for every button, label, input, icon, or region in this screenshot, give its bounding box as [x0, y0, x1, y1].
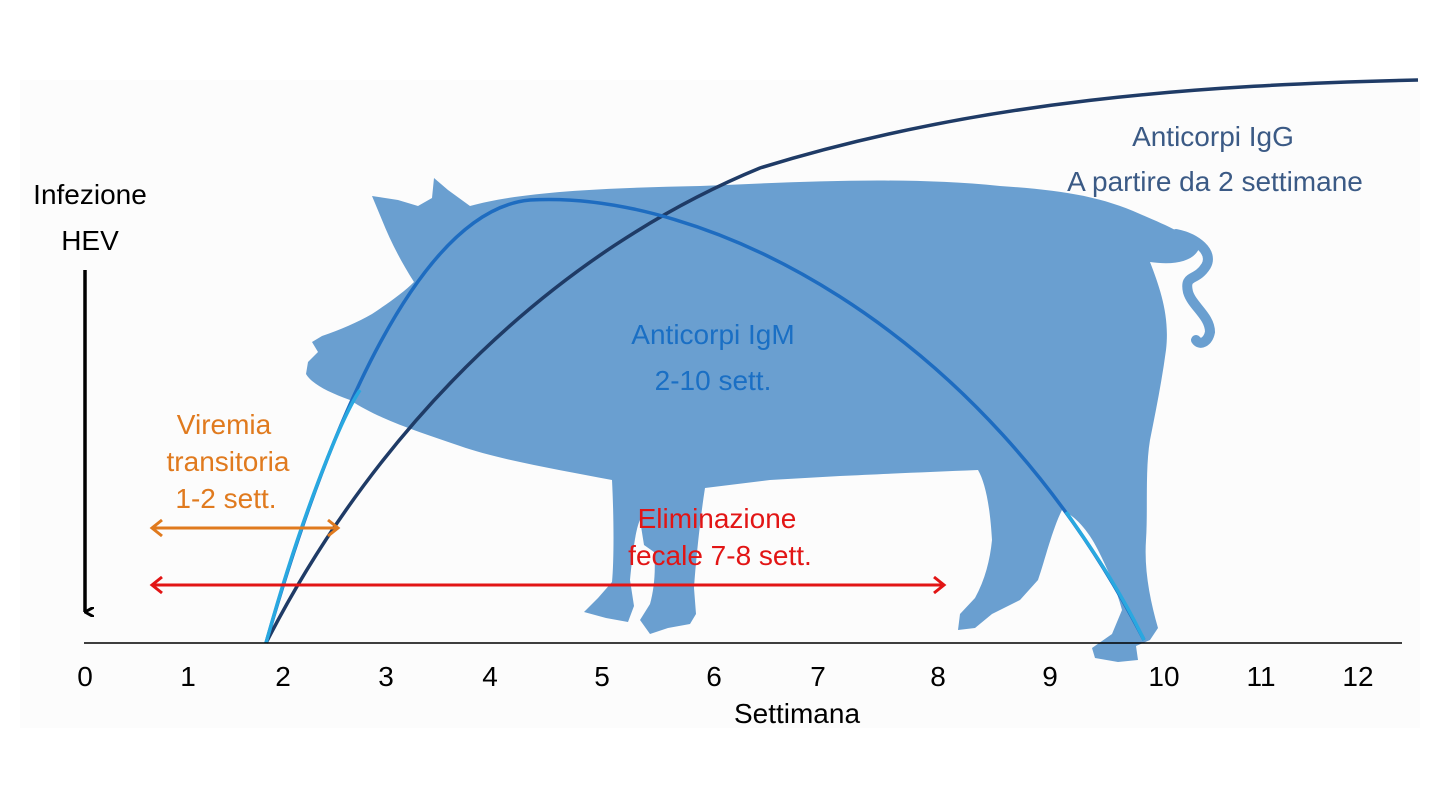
x-axis-label: Settimana [734, 698, 860, 729]
igg-label-line2: A partire da 2 settimane [1067, 166, 1363, 197]
tick-label: 9 [1042, 661, 1058, 692]
viremia-label-line3: 1-2 sett. [175, 483, 276, 514]
tick-label: 11 [1246, 661, 1275, 692]
tick-label: 5 [594, 661, 610, 692]
tick-label: 7 [810, 661, 826, 692]
viremia-label-line1: Viremia [177, 409, 272, 440]
x-axis-ticks: 0 1 2 3 4 5 6 7 8 9 10 11 12 [77, 661, 1373, 692]
igm-label-line2: 2-10 sett. [655, 365, 772, 396]
tick-label: 3 [378, 661, 394, 692]
fecal-label-line2: fecale 7-8 sett. [628, 540, 812, 571]
tick-label: 12 [1342, 661, 1373, 692]
viremia-label-line2: transitoria [167, 446, 290, 477]
tick-label: 8 [930, 661, 946, 692]
tick-label: 10 [1148, 661, 1179, 692]
igg-label-line1: Anticorpi IgG [1132, 121, 1294, 152]
infection-label-line1: Infezione [33, 179, 147, 210]
igm-label-line1: Anticorpi IgM [631, 319, 794, 350]
tick-label: 2 [275, 661, 291, 692]
pig-silhouette [306, 178, 1200, 662]
pig-tail [1171, 229, 1216, 348]
tick-label: 4 [482, 661, 498, 692]
viremia-arrow [149, 518, 341, 538]
tick-label: 1 [180, 661, 196, 692]
igm-curve-falling-segment [1064, 510, 1146, 641]
infection-label-line2: HEV [61, 225, 119, 256]
igg-curve [264, 78, 1419, 644]
fecal-elimination-arrow [149, 575, 947, 595]
tick-label: 0 [77, 661, 93, 692]
tick-label: 6 [706, 661, 722, 692]
igm-curve-rising-segment [264, 389, 362, 644]
fecal-label-line1: Eliminazione [638, 503, 797, 534]
